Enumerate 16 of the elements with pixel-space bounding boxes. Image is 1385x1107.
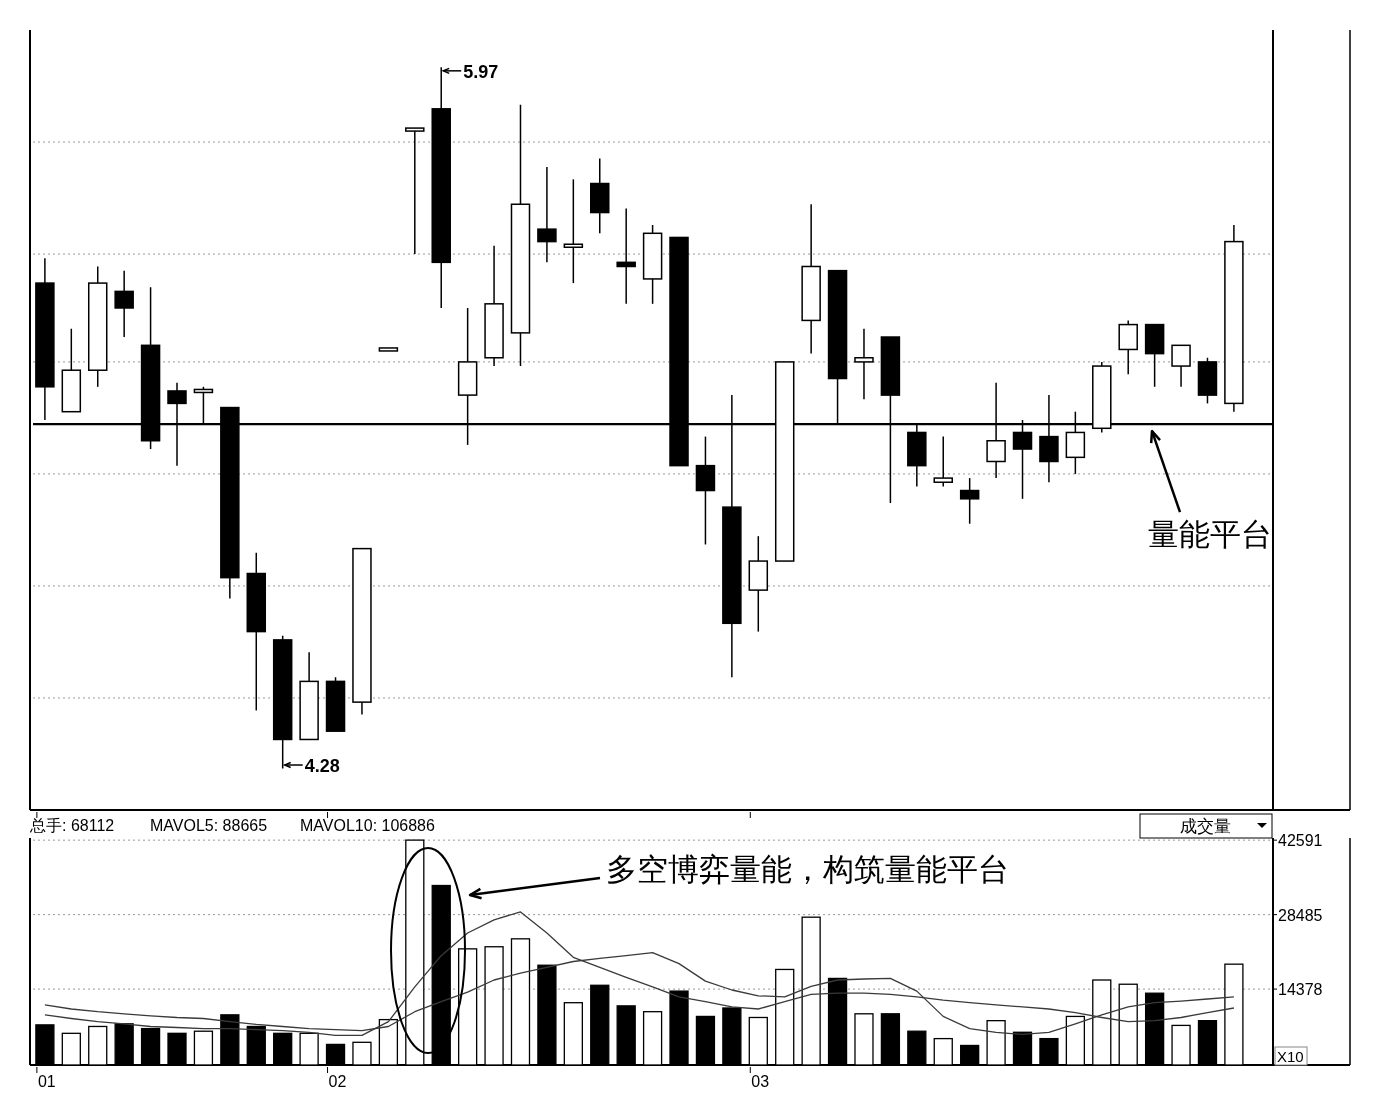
x-tick-label: 01 [37, 1073, 56, 1090]
line-series [44, 911, 1235, 1037]
annotation: 量能平台 [1148, 517, 1272, 553]
y-tick-label: 42591 [1278, 832, 1323, 850]
text: 总手: 68112 [29, 817, 115, 834]
text: 成交量 [1179, 817, 1231, 836]
y-tick-label: 28485 [1278, 906, 1323, 924]
text: MAVOL5: 88665 [150, 817, 268, 834]
annotation: 多空博弈量能，构筑量能平台 [606, 852, 1009, 887]
annotation: 5.97 [463, 61, 499, 82]
y-tick-label: 14378 [1278, 981, 1323, 999]
y-axis-title: X10 [1277, 1048, 1304, 1065]
text: MAVOL10: 106886 [300, 817, 436, 834]
x-tick-label: 03 [751, 1073, 770, 1090]
annotation: 4.28 [304, 756, 340, 777]
x-tick-label: 02 [328, 1073, 347, 1090]
